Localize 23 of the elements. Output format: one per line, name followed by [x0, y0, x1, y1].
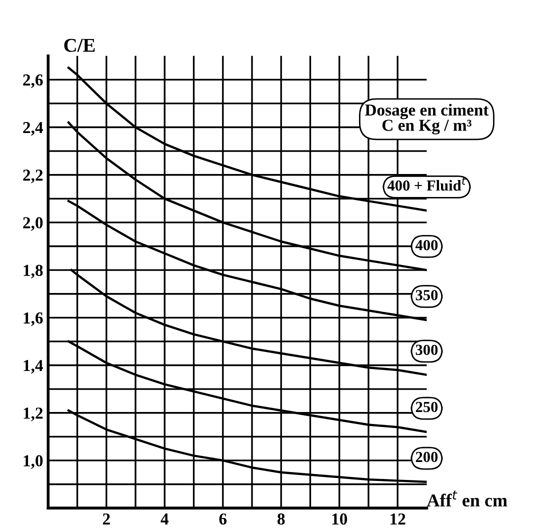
y-tick-label: 2,4: [23, 122, 43, 136]
y-tick-label: 1,8: [24, 264, 43, 278]
legend-title: Dosage en ciment C en Kg / m³: [364, 104, 489, 134]
y-tick-label: 2,6: [23, 74, 43, 88]
x-tick-label: 8: [278, 513, 285, 525]
series-label: 400: [415, 240, 438, 250]
y-axis-title: C/E: [64, 38, 95, 52]
y-tick-label: 1,0: [24, 455, 43, 469]
y-tick-label: 1,6: [24, 312, 43, 326]
x-tick-label: 6: [219, 513, 227, 525]
y-tick-label: 2,0: [23, 217, 43, 231]
y-tick-label: 1,2: [24, 408, 43, 422]
series-label: 250: [416, 402, 438, 412]
y-tick-label: 2,2: [23, 170, 43, 184]
x-tick-label: 4: [160, 514, 168, 524]
series-label: 200: [416, 452, 438, 462]
series-label: 300: [416, 344, 438, 356]
x-tick-label: 12: [390, 513, 406, 524]
y-tick-label: 1,4: [24, 360, 43, 374]
x-tick-label: 2: [102, 513, 110, 524]
series-label: 350: [416, 290, 438, 300]
x-axis-title: Aff$^{t}$ en cm: [426, 490, 508, 507]
x-tick-label: 10: [332, 513, 348, 525]
